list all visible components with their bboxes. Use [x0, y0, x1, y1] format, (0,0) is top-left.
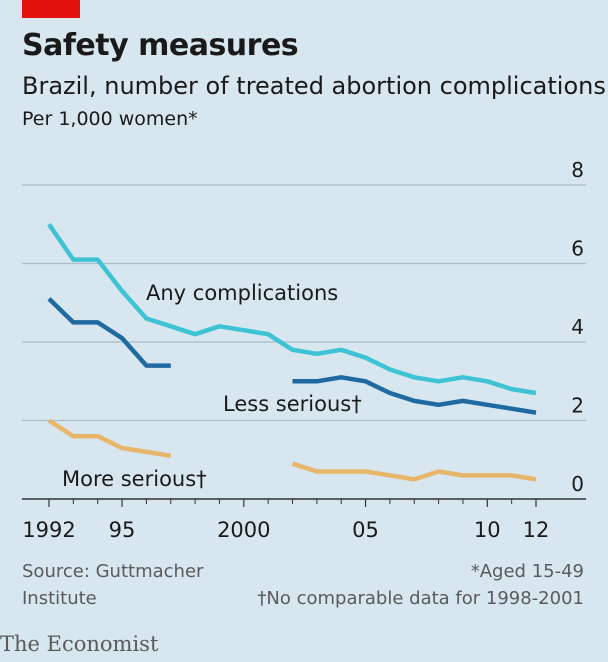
x-tick-label-2000: 2000 [217, 518, 270, 542]
y-tick-label-8: 8 [571, 158, 584, 182]
y-tick-label-4: 4 [571, 315, 584, 339]
grid-layer: 0 2 4 6 8 1992 95 2000 05 10 12 [22, 158, 586, 542]
y-tick-label-6: 6 [571, 237, 584, 261]
chart-subtitle: Brazil, number of treated abortion compl… [22, 72, 606, 100]
series-0-segment-0 [47, 223, 537, 396]
footnotes: *Aged 15-49 †No comparable data for 1998… [257, 558, 584, 612]
footnote-age: *Aged 15-49 [470, 561, 584, 582]
source-note: Source: Guttmacher Institute [22, 561, 204, 609]
series-2-segment-0 [47, 418, 172, 459]
chart-unit: Per 1,000 women* [22, 108, 198, 130]
brand-red-tag [22, 0, 80, 18]
y-tick-label-0: 0 [571, 472, 584, 496]
line-chart: 0 2 4 6 8 1992 95 2000 05 10 12 Any complications … [22, 158, 586, 542]
x-tick-label-2012: 12 [523, 518, 550, 542]
series-label-any: Any complications [146, 281, 338, 305]
x-tick-label-1992: 1992 [22, 518, 75, 542]
series-label-less: Less serious† [223, 392, 362, 416]
series-2-segment-1 [291, 461, 537, 482]
series-1-segment-1 [292, 375, 537, 415]
series-label-more: More serious† [62, 467, 207, 491]
x-tick-label-2010: 10 [474, 518, 501, 542]
chart-title: Safety measures [22, 28, 299, 63]
x-tick-label-1995: 95 [109, 518, 136, 542]
footnote-data-gap: †No comparable data for 1998-2001 [257, 588, 584, 609]
x-tick-label-2005: 05 [352, 518, 379, 542]
series-labels: Any complications Less serious† More ser… [62, 281, 362, 491]
series-layer [47, 223, 537, 482]
y-tick-label-2: 2 [571, 394, 584, 418]
economist-brand: The Economist [0, 632, 159, 656]
series-1-segment-0 [47, 297, 171, 368]
